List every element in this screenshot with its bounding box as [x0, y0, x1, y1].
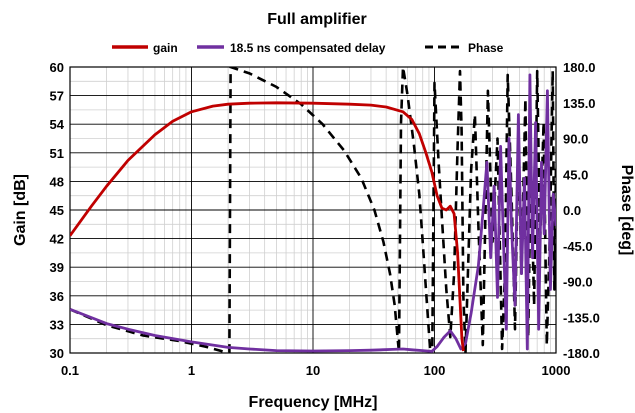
x-tick-labels: 0.1 1 10 100 1000	[61, 363, 571, 378]
chart-title: Full amplifier	[267, 11, 367, 28]
y-tick-label: 60	[50, 60, 64, 75]
y-tick-label: 42	[50, 232, 64, 247]
y-tick-label: 36	[50, 289, 64, 304]
y2-tick-label: 135.0	[563, 96, 596, 111]
x-tick-label: 1	[188, 363, 195, 378]
series-line-gain	[70, 101, 465, 352]
y2-tick-label: -180.0	[563, 346, 600, 361]
x-tick-label: 10	[306, 363, 320, 378]
y2-axis-label: Phase [deg]	[618, 165, 635, 256]
y-tick-label: 39	[50, 260, 64, 275]
y-tick-label: 48	[50, 174, 64, 189]
y2-tick-label: -90.0	[563, 275, 593, 290]
y-tick-label: 30	[50, 346, 64, 361]
y-tick-label: 57	[50, 89, 64, 104]
y2-tick-label: -45.0	[563, 239, 593, 254]
series-lines	[70, 67, 556, 353]
y2-tick-label: -135.0	[563, 310, 600, 325]
x-axis-label: Frequency [MHz]	[249, 394, 378, 411]
y2-tick-label: 45.0	[563, 167, 588, 182]
x-tick-label: 1000	[542, 363, 571, 378]
y2-tick-label: 90.0	[563, 132, 588, 147]
x-tick-label: 100	[424, 363, 446, 378]
x-tick-label: 0.1	[61, 363, 79, 378]
y-tick-label: 51	[50, 146, 64, 161]
legend: gain 18.5 ns compensated delay Phase	[112, 41, 504, 55]
y-tick-label: 33	[50, 317, 64, 332]
legend-gain-label: gain	[153, 41, 178, 55]
legend-phase-label: Phase	[468, 41, 504, 55]
legend-delay-label: 18.5 ns compensated delay	[230, 41, 386, 55]
y2-tick-labels: -180.0 -135.0 -90.0 -45.0 0.0 45.0 90.0 135.0 18…	[563, 60, 600, 361]
y-axis-label: Gain [dB]	[12, 174, 29, 246]
y2-tick-label: 180.0	[563, 60, 596, 75]
y-tick-label: 54	[50, 117, 65, 132]
series-line-phase	[70, 67, 556, 353]
y-tick-labels: 30 33 36 39 42 45 48 51 54 57 60	[50, 60, 65, 361]
series-line-18-5-ns-compensated-delay	[70, 73, 556, 353]
y2-tick-label: 0.0	[563, 203, 581, 218]
y-tick-label: 45	[50, 203, 64, 218]
